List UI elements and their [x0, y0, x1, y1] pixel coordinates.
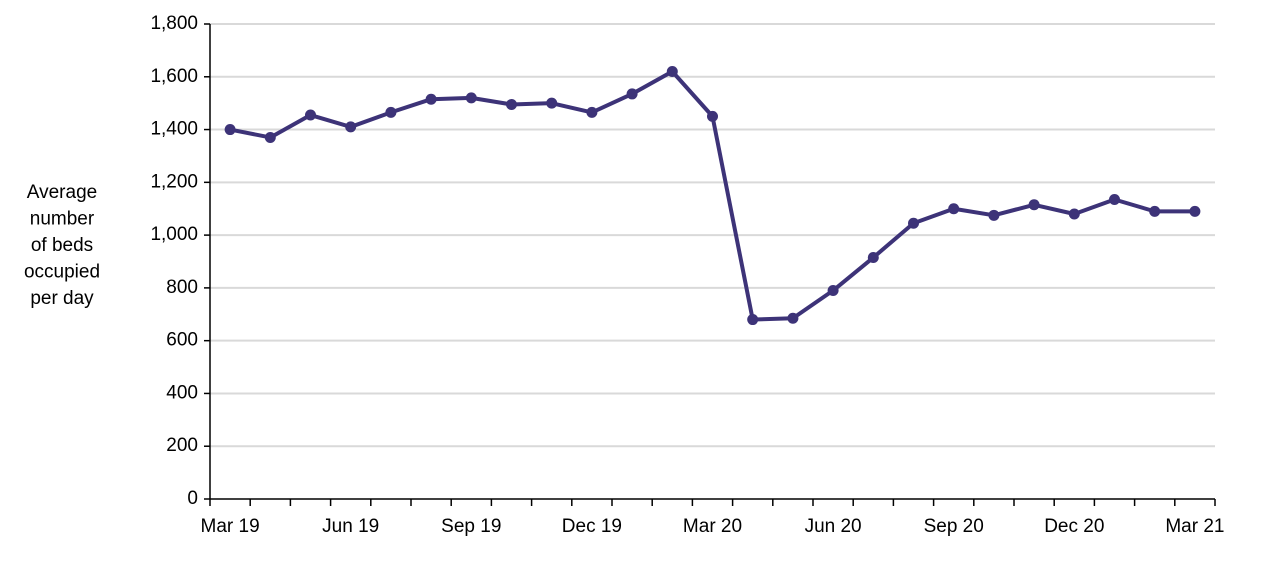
data-point — [345, 121, 357, 133]
data-point — [546, 97, 558, 109]
x-tick-label: Sep 20 — [924, 516, 984, 537]
data-point — [1028, 199, 1040, 211]
x-tick-label: Jun 19 — [322, 516, 379, 537]
data-point — [747, 314, 759, 326]
y-tick-label: 1,400 — [150, 119, 198, 140]
data-point — [827, 285, 839, 297]
data-point — [1068, 208, 1080, 220]
y-tick-label: 0 — [187, 488, 198, 509]
data-point — [1149, 205, 1161, 217]
x-tick-label: Dec 19 — [562, 516, 622, 537]
data-point — [305, 109, 316, 121]
y-tick-label: 200 — [166, 435, 198, 456]
y-tick-label: 400 — [166, 382, 198, 403]
data-point — [1109, 193, 1120, 205]
data-point — [908, 217, 919, 229]
y-tick-label: 1,800 — [150, 13, 198, 34]
x-tick-label: Sep 19 — [441, 516, 501, 537]
y-tick-label: 800 — [166, 277, 198, 298]
data-point — [425, 93, 437, 105]
data-point — [586, 106, 598, 118]
data-point — [707, 110, 718, 122]
data-point — [626, 88, 638, 100]
y-axis-label: occupied — [24, 262, 100, 283]
data-point — [787, 312, 799, 324]
data-point — [867, 252, 879, 264]
y-tick-label: 1,600 — [150, 66, 198, 87]
data-point — [988, 209, 1000, 221]
data-point — [385, 106, 397, 118]
data-point — [666, 66, 678, 77]
data-point — [506, 98, 517, 110]
data-point — [224, 124, 236, 136]
x-tick-label: Jun 20 — [805, 516, 862, 537]
data-point — [264, 131, 276, 143]
y-axis-label: number — [30, 209, 95, 230]
data-point — [948, 203, 960, 215]
y-tick-label: 1,200 — [150, 171, 198, 192]
y-tick-label: 600 — [166, 330, 198, 351]
y-axis-label: Average — [27, 182, 97, 203]
x-tick-label: Dec 20 — [1044, 516, 1104, 537]
data-point — [1189, 205, 1201, 217]
x-tick-label: Mar 20 — [683, 516, 742, 537]
y-axis-label: of beds — [31, 235, 93, 256]
series-line — [229, 69, 1195, 322]
y-tick-label: 1,000 — [150, 224, 198, 245]
x-tick-label: Mar 19 — [201, 516, 260, 537]
data-point — [465, 92, 477, 104]
x-tick-label: Mar 21 — [1165, 516, 1224, 537]
y-axis-label: per day — [30, 288, 94, 309]
